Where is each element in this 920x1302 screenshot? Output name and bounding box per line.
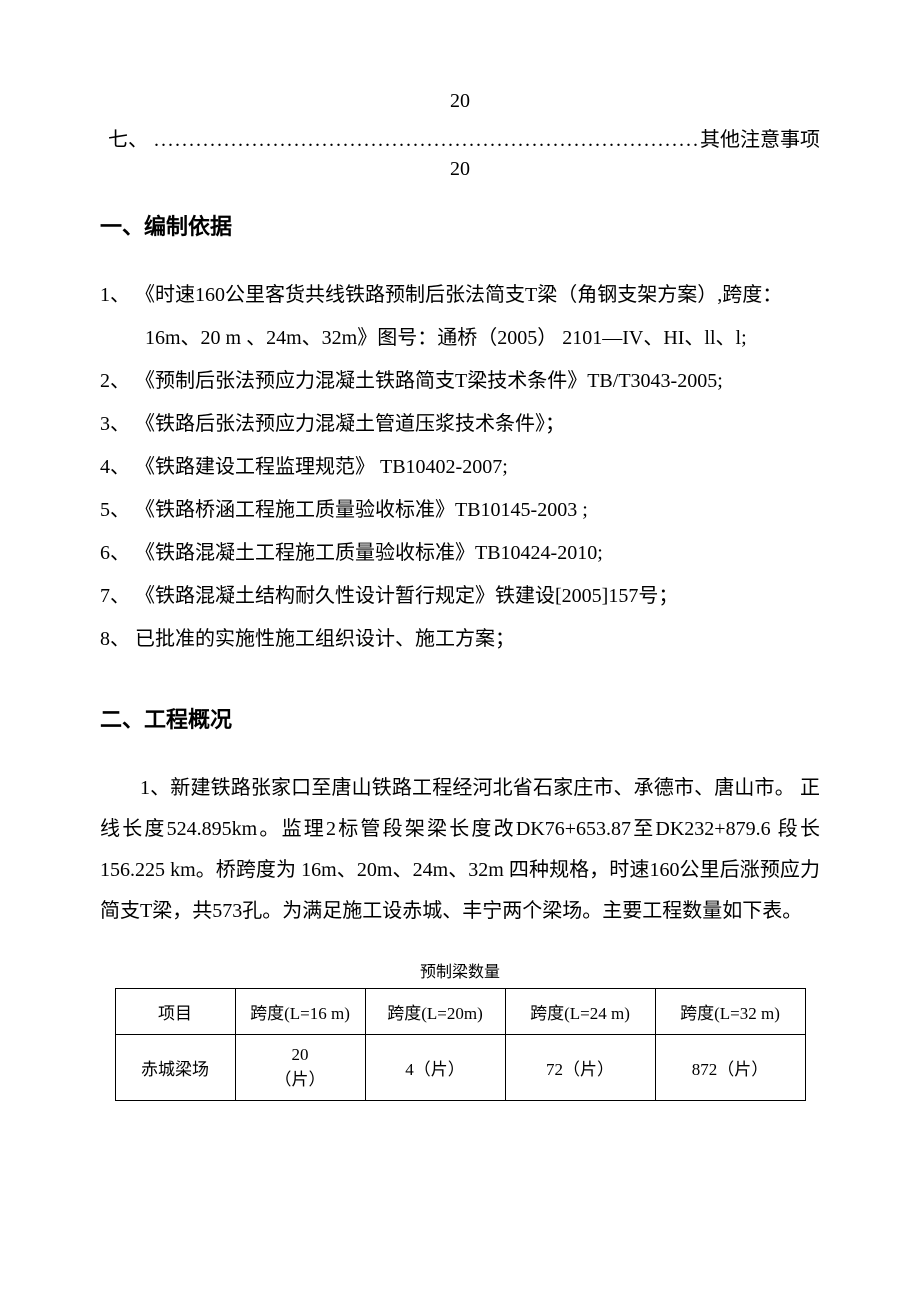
- ref-item-7: 7、 《铁路混凝土结构耐久性设计暂行规定》铁建设[2005]157号；: [100, 576, 820, 617]
- cell-0-0: 赤城梁场: [115, 1035, 235, 1101]
- col-4: 跨度(L=32 m): [655, 989, 805, 1035]
- table-header-row: 项目 跨度(L=16 m) 跨度(L=20m) 跨度(L=24 m) 跨度(L=…: [115, 989, 805, 1035]
- toc-dots: ........................................…: [148, 129, 700, 152]
- toc-entry: 七、 .....................................…: [100, 123, 820, 152]
- section2-body: 1、新建铁路张家口至唐山铁路工程经河北省石家庄市、承德市、唐山市。 正线长度52…: [100, 768, 820, 932]
- cell-0-1: 20 （片）: [235, 1035, 365, 1101]
- cell-0-2: 4（片）: [365, 1035, 505, 1101]
- col-3: 跨度(L=24 m): [505, 989, 655, 1035]
- section1-list: 1、 《时速160公里客货共线铁路预制后张法简支T梁（角钢支架方案）,跨度： 1…: [100, 275, 820, 660]
- ref-item-1a: 1、 《时速160公里客货共线铁路预制后张法简支T梁（角钢支架方案）,跨度：: [100, 275, 820, 316]
- table-row: 赤城梁场 20 （片） 4（片） 72（片） 872（片）: [115, 1035, 805, 1101]
- col-1: 跨度(L=16 m): [235, 989, 365, 1035]
- ref-item-2: 2、 《预制后张法预应力混凝土铁路简支T梁技术条件》TB/T3043-2005;: [100, 361, 820, 402]
- cell-0-3: 72（片）: [505, 1035, 655, 1101]
- section1-heading: 一、编制依据: [100, 209, 820, 241]
- ref-item-3: 3、 《铁路后张法预应力混凝土管道压浆技术条件》；: [100, 404, 820, 445]
- ref-item-6: 6、 《铁路混凝土工程施工质量验收标准》TB10424-2010;: [100, 533, 820, 574]
- cell-0-4: 872（片）: [655, 1035, 805, 1101]
- col-0: 项目: [115, 989, 235, 1035]
- section2-heading: 二、工程概况: [100, 702, 820, 734]
- toc-page-below: 20: [100, 158, 820, 181]
- toc-suffix: 其他注意事项: [700, 123, 820, 152]
- ref-item-8: 8、 已批准的实施性施工组织设计、施工方案；: [100, 619, 820, 660]
- ref-item-5: 5、 《铁路桥涵工程施工质量验收标准》TB10145-2003 ;: [100, 490, 820, 531]
- table-caption: 预制梁数量: [100, 958, 820, 982]
- toc-prefix: 七、: [100, 123, 148, 152]
- col-2: 跨度(L=20m): [365, 989, 505, 1035]
- toc-page-above: 20: [100, 90, 820, 113]
- ref-item-4: 4、 《铁路建设工程监理规范》 TB10402-2007;: [100, 447, 820, 488]
- ref-item-1b: 16m、20 m 、24m、32m》图号：通桥（2005） 2101—IV、HI…: [100, 318, 820, 359]
- beam-quantity-table: 项目 跨度(L=16 m) 跨度(L=20m) 跨度(L=24 m) 跨度(L=…: [115, 988, 806, 1101]
